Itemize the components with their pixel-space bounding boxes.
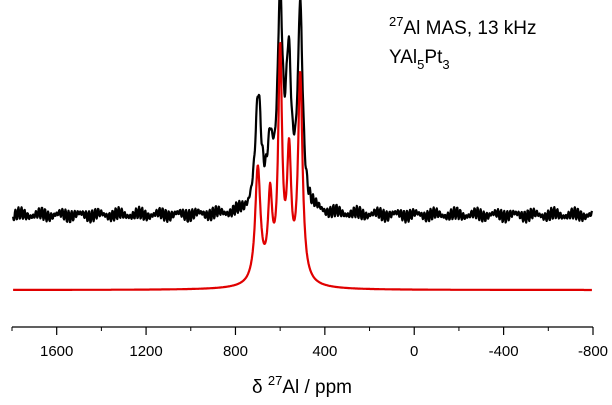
series-layer — [12, 0, 593, 292]
x-axis-label: δ 27Al / ppm — [252, 373, 352, 398]
annotations: 27Al MAS, 13 kHz YAl5Pt3 — [389, 14, 537, 72]
x-tick-label: 0 — [410, 343, 418, 360]
x-tick-label: 1200 — [129, 343, 162, 360]
xlabel-rest: Al / ppm — [282, 377, 352, 398]
x-tick-label: 800 — [223, 343, 248, 360]
x-tick-label: -400 — [489, 343, 519, 360]
series-line-simulated — [12, 42, 593, 292]
x-tick-label: 400 — [312, 343, 337, 360]
annotation-line-1: 27Al MAS, 13 kHz — [389, 14, 537, 39]
x-tick-label: 1600 — [40, 343, 73, 360]
series-line-experimental — [12, 0, 593, 224]
x-tick-label: -800 — [578, 343, 608, 360]
xlabel-sup: 27 — [268, 373, 282, 388]
xlabel-symbol: δ — [252, 377, 268, 398]
annotation-line-2: YAl5Pt3 — [389, 47, 450, 72]
x-axis-ticks: 1600 1200 800 400 0 -400 -800 — [11, 327, 608, 360]
